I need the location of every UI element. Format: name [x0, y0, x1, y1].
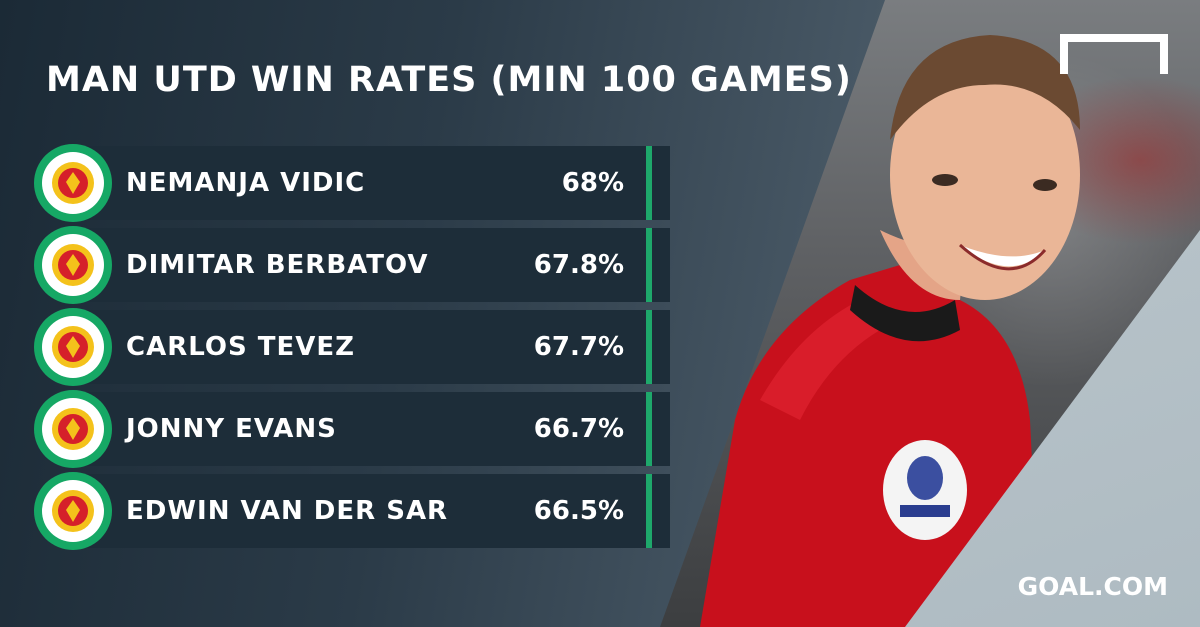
- row-accent: [646, 474, 652, 548]
- goal-logo-icon: [1060, 34, 1168, 74]
- row-bar: [80, 228, 670, 302]
- row-bar: [80, 146, 670, 220]
- club-crest-icon: [34, 308, 112, 386]
- win-rate: 67.8%: [533, 250, 624, 280]
- player-name: EDWIN VAN DER SAR: [126, 496, 449, 526]
- list-item: EDWIN VAN DER SAR 66.5%: [30, 472, 670, 550]
- win-rate: 67.7%: [533, 332, 624, 362]
- row-accent: [646, 392, 652, 466]
- row-accent: [646, 310, 652, 384]
- row-accent: [646, 228, 652, 302]
- row-bar: [80, 474, 670, 548]
- row-bar: [80, 310, 670, 384]
- row-bar: [80, 392, 670, 466]
- list-item: NEMANJA VIDIC 68%: [30, 144, 670, 222]
- win-rate: 68%: [561, 168, 624, 198]
- club-crest-icon: [34, 390, 112, 468]
- list-item: DIMITAR BERBATOV 67.8%: [30, 226, 670, 304]
- win-rate: 66.5%: [533, 496, 624, 526]
- player-name: CARLOS TEVEZ: [126, 332, 355, 362]
- win-rate: 66.7%: [533, 414, 624, 444]
- list-item: JONNY EVANS 66.7%: [30, 390, 670, 468]
- page-title: MAN UTD WIN RATES (MIN 100 GAMES): [46, 60, 852, 100]
- row-accent: [646, 146, 652, 220]
- player-name: DIMITAR BERBATOV: [126, 250, 429, 280]
- club-crest-icon: [34, 226, 112, 304]
- club-crest-icon: [34, 144, 112, 222]
- club-crest-icon: [34, 472, 112, 550]
- brand-wordmark: GOAL.COM: [1017, 572, 1168, 601]
- player-name: JONNY EVANS: [126, 414, 337, 444]
- player-name: NEMANJA VIDIC: [126, 168, 366, 198]
- list-item: CARLOS TEVEZ 67.7%: [30, 308, 670, 386]
